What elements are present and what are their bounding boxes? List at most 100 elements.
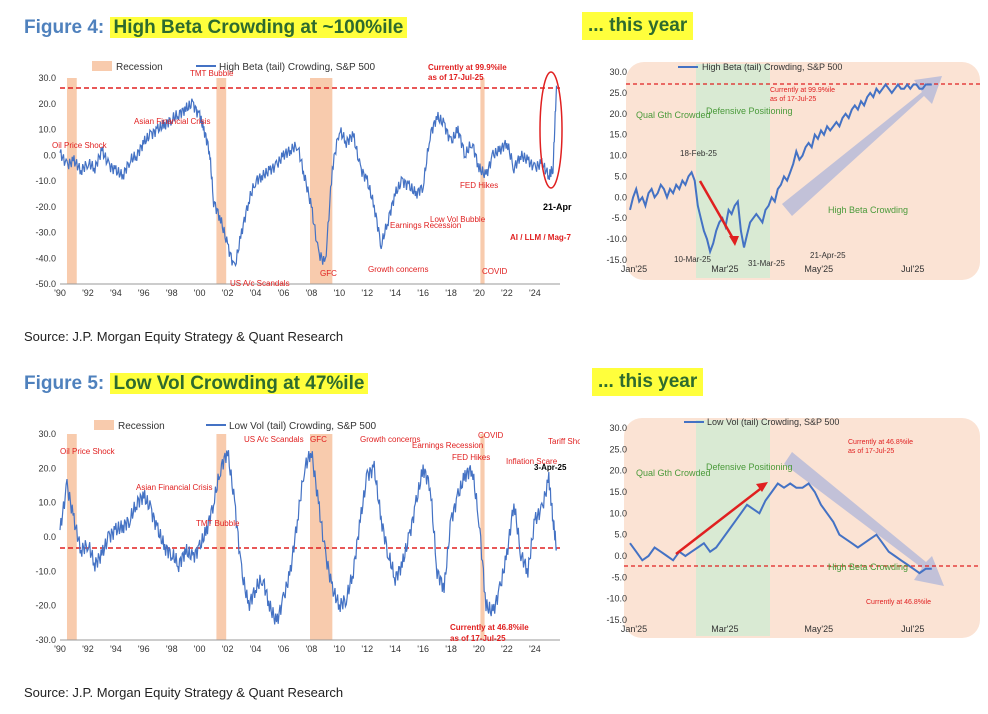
- annot5-gfc: GFC: [310, 435, 327, 444]
- x-tick-label: '04: [250, 644, 262, 654]
- x-tick-label: '22: [501, 288, 513, 298]
- recession-band-1: [216, 434, 227, 640]
- x-tick-label: '92: [82, 644, 94, 654]
- fig4-ytd-red-arrow: [698, 180, 737, 243]
- x-tick-label: '96: [138, 288, 150, 298]
- annot5-asian-crisis: Asian Financial Crisis: [136, 483, 212, 492]
- annot5-as-of-17jul: as of 17-Jul-25: [450, 634, 506, 643]
- fig5-ytd-red-arrow: [675, 485, 765, 555]
- recession-band-3: [480, 434, 485, 640]
- x-tick-label: '08: [306, 288, 318, 298]
- figure-5-number: Figure 5:: [24, 373, 105, 394]
- fig4-legend-recession: Recession: [116, 62, 163, 73]
- y-tick-label: 20.0: [609, 466, 627, 476]
- y-tick-label: 30.0: [609, 423, 627, 433]
- fig5-long-series-line: [59, 450, 558, 625]
- fig5-zone-qual-gth: Qual Gth Crowded: [636, 468, 711, 478]
- figure-5-headline: Low Vol Crowding at 47%ile: [109, 373, 369, 394]
- y-tick-label: -15.0: [606, 255, 627, 265]
- figure-4-title: Figure 4: High Beta Crowding at ~100%ile: [24, 14, 408, 42]
- y-tick-label: 30.0: [38, 429, 56, 439]
- annot5-covid: COVID: [478, 431, 504, 440]
- x-tick-label: '98: [166, 288, 178, 298]
- x-tick-label: '20: [473, 644, 485, 654]
- y-tick-label: 15.0: [609, 130, 627, 140]
- fig4-ytd-legend: High Beta (tail) Crowding, S&P 500: [702, 62, 842, 72]
- recession-band-1: [216, 78, 227, 284]
- fig4-ytd-21apr: 21-Apr-25: [810, 251, 846, 260]
- fig5-ytd-trend-arrow: [784, 452, 944, 586]
- x-tick-label: '10: [333, 644, 345, 654]
- fig4-ytd-axis: 30.0 25.0 20.0 15.0 10.0 5.0 0.0 -5.0 -10.0 -15.0…: [606, 67, 924, 274]
- fig4-red-ellipse: [539, 71, 563, 189]
- y-tick-label: 30.0: [38, 73, 56, 83]
- fig5-ytd-defensive-zone: [696, 420, 770, 636]
- fig5-ytd-currently: Currently at 46.8%ile: [848, 439, 913, 446]
- y-tick-label: -5.0: [611, 213, 627, 223]
- annot-ai-llm: AI / LLM / Mag-7: [510, 233, 571, 242]
- x-tick-label: '24: [529, 644, 541, 654]
- x-tick-label: '02: [222, 644, 234, 654]
- x-tick-label: '90: [54, 644, 66, 654]
- fig4-long-series-line: [59, 85, 558, 268]
- x-tick-label: '14: [389, 644, 401, 654]
- x-tick-label: '22: [501, 644, 513, 654]
- fig5-legend-series: Low Vol (tail) Crowding, S&P 500: [229, 421, 377, 432]
- annot-oil-shock: Oil Price Shock: [52, 141, 108, 150]
- y-tick-label: 0.0: [614, 551, 627, 561]
- y-tick-label: -40.0: [35, 253, 56, 263]
- annot-low-vol-bubble: Low Vol Bubble: [430, 215, 486, 224]
- y-tick-label: -10.0: [35, 566, 56, 576]
- x-tick-label: '94: [110, 288, 122, 298]
- x-tick-label: '00: [194, 644, 206, 654]
- annot5-currently-46: Currently at 46.8%ile: [450, 623, 529, 632]
- x-tick-label: '10: [333, 288, 345, 298]
- y-tick-label: 0.0: [614, 192, 627, 202]
- y-tick-label: 0.0: [43, 150, 56, 160]
- annot5-fed-hikes: FED Hikes: [452, 453, 490, 462]
- y-tick-label: -5.0: [611, 572, 627, 582]
- annot5-us-scandals: US A/c Scandals: [244, 435, 304, 444]
- annot-growth-concerns: Growth concerns: [368, 265, 428, 274]
- recession-band-0: [66, 78, 77, 284]
- y-tick-label: -20.0: [35, 601, 56, 611]
- x-tick-label: Jul'25: [901, 624, 924, 634]
- y-tick-label: -30.0: [35, 635, 56, 645]
- x-tick-label: '98: [166, 644, 178, 654]
- fig4-ytd-trend-arrow: [782, 76, 942, 216]
- fig4-ytd-red-arrowhead: [729, 236, 739, 246]
- y-tick-label: 10.0: [38, 125, 56, 135]
- y-tick-label: 10.0: [609, 151, 627, 161]
- x-tick-label: '12: [361, 288, 373, 298]
- x-tick-label: '08: [306, 644, 318, 654]
- y-tick-label: -10.0: [606, 234, 627, 244]
- fig5-ytd-chart: 30.0 25.0 20.0 15.0 10.0 5.0 0.0 -5.0 -10.0 -15.0…: [606, 417, 980, 638]
- annot5-inflation-scare: Inflation Scare: [506, 457, 558, 466]
- annot5-tmt-bubble: TMT Bubble: [196, 519, 240, 528]
- y-tick-label: -15.0: [606, 615, 627, 625]
- annot-covid: COVID: [482, 267, 508, 276]
- fig4-legend-series: High Beta (tail) Crowding, S&P 500: [219, 62, 375, 73]
- y-tick-label: 25.0: [609, 444, 627, 454]
- fig5-legend-recession-swatch: [94, 420, 114, 430]
- fig4-long-chart: 30.0 20.0 10.0 0.0 -10.0 -20.0 -30.0 -40.0 -50.0…: [35, 61, 572, 298]
- figure-5-this-year-label: ... this year: [592, 368, 704, 396]
- y-tick-label: -10.0: [606, 594, 627, 604]
- annot5-oil-shock: Oil Price Shock: [60, 447, 116, 456]
- figure-4-this-year-label: ... this year: [582, 12, 694, 40]
- y-tick-label: -20.0: [35, 202, 56, 212]
- x-tick-label: Mar'25: [711, 624, 738, 634]
- annot-tmt-bubble: TMT Bubble: [190, 69, 234, 78]
- fig5-ytd-currently-bottom: Currently at 46.8%ile: [866, 599, 931, 606]
- y-tick-label: 30.0: [609, 67, 627, 77]
- fig5-legend-recession: Recession: [118, 421, 165, 432]
- x-tick-label: '18: [445, 288, 457, 298]
- annot5-growth-concerns: Growth concerns: [360, 435, 420, 444]
- x-tick-label: '16: [417, 644, 429, 654]
- x-tick-label: Jan'25: [621, 264, 647, 274]
- annot-gfc: GFC: [320, 269, 337, 278]
- y-tick-label: 10.0: [38, 498, 56, 508]
- annot-fed-hikes: FED Hikes: [460, 181, 498, 190]
- figure-4-source: Source: J.P. Morgan Equity Strategy & Qu…: [24, 329, 344, 344]
- figure-5-title: Figure 5: Low Vol Crowding at 47%ile: [24, 370, 369, 398]
